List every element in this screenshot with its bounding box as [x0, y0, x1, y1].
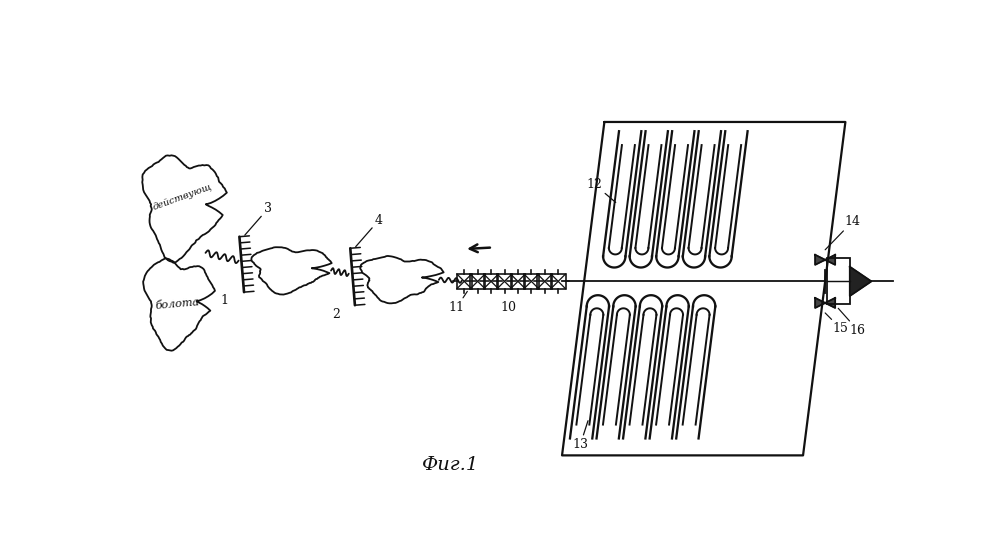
Text: 13: 13 [572, 421, 588, 450]
Text: 11: 11 [449, 292, 468, 313]
Text: 1: 1 [220, 294, 228, 307]
Text: 2: 2 [333, 309, 341, 321]
Text: 12: 12 [586, 178, 615, 202]
Text: болота: болота [155, 298, 200, 311]
Text: 10: 10 [500, 301, 516, 313]
Text: действующ: действующ [152, 182, 214, 212]
Polygon shape [815, 298, 825, 308]
Text: 14: 14 [825, 215, 860, 250]
Polygon shape [825, 255, 835, 265]
Text: 4: 4 [356, 214, 383, 247]
Text: Фиг.1: Фиг.1 [422, 455, 479, 473]
Text: 16: 16 [838, 309, 866, 336]
Text: 3: 3 [245, 202, 272, 235]
Bar [827, 258, 850, 305]
Polygon shape [825, 298, 835, 308]
Text: 15: 15 [825, 313, 849, 335]
Polygon shape [850, 267, 871, 296]
Polygon shape [815, 255, 825, 265]
